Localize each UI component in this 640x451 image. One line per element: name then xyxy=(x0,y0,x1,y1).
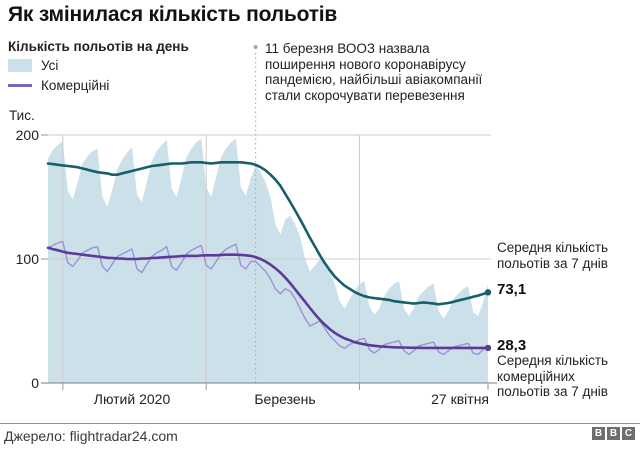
line-swatch xyxy=(8,84,32,87)
bbc-logo-block-1: B xyxy=(592,427,605,440)
y-tick-200: 200 xyxy=(15,127,39,143)
x-tick-april-27: 27 квітня xyxy=(431,391,489,407)
callout-all-value: 73,1 xyxy=(497,281,527,298)
x-tick-march: Березень xyxy=(254,391,316,407)
footer-divider xyxy=(0,423,640,424)
y-tick-100: 100 xyxy=(15,251,39,267)
legend-item-commercial-label: Комерційні xyxy=(41,78,110,93)
legend-item-all-label: Усі xyxy=(41,58,59,73)
source-credit: Джерело: flightradar24.com xyxy=(4,428,178,444)
legend-heading: Кількість польотів на день xyxy=(8,39,189,54)
callout-all-caption: Середня кількість польотів за 7 днів xyxy=(497,240,609,271)
bbc-logo: B B C xyxy=(592,427,635,440)
bbc-logo-block-2: B xyxy=(607,427,620,440)
bbc-logo-block-3: C xyxy=(622,427,635,440)
area-swatch xyxy=(8,59,32,72)
y-tick-0: 0 xyxy=(31,375,39,391)
x-tick-february: Лютий 2020 xyxy=(93,391,171,407)
event-annotation: 11 березня ВООЗ назвала поширення нового… xyxy=(265,41,483,103)
callout-commercial-value: 28,3 xyxy=(497,337,527,354)
callout-commercial-caption: Середня кількість комерційних польотів з… xyxy=(497,353,609,400)
page-title: Як змінилася кількість польотів xyxy=(8,3,338,26)
y-axis-unit-label: Тис. xyxy=(9,108,35,123)
legend-item-commercial: Комерційні xyxy=(8,78,109,93)
legend-item-all: Усі xyxy=(8,58,58,73)
